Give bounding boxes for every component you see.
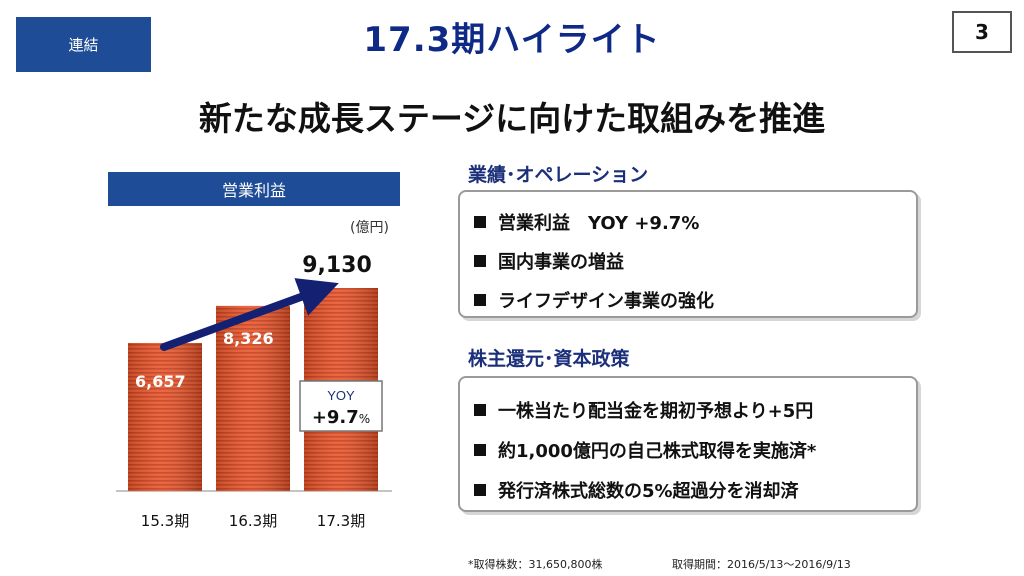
shareholder-box: 一株当たり配当金を期初予想より+5円 約1,000億円の自己株式取得を実施済* … — [458, 376, 918, 512]
list-item: 営業利益 YOY +9.7% — [474, 202, 916, 241]
headline: 新たな成長ステージに向けた取組みを推進 — [198, 99, 826, 138]
list-item: 約1,000億円の自己株式取得を実施済* — [474, 430, 916, 470]
x-tick-label: 16.3期 — [229, 512, 277, 530]
bullet-icon — [474, 404, 486, 416]
bullet-icon — [474, 444, 486, 456]
yoy-value: +9.7 — [312, 407, 359, 428]
growth-arrow — [160, 278, 339, 351]
svg-text:+9.7%: +9.7% — [312, 407, 370, 428]
page-title: 17.3期ハイライト — [363, 20, 661, 60]
x-tick-label: 17.3期 — [317, 512, 365, 530]
yoy-pct: % — [359, 412, 370, 426]
list-item: ライフデザイン事業の強化 — [474, 280, 916, 319]
bullet-icon — [474, 484, 486, 496]
value-label: 6,657 — [135, 372, 186, 391]
value-label: 9,130 — [302, 253, 372, 278]
bar-16.3期 — [216, 305, 290, 491]
section-title-performance: 業績･オペレーション — [468, 164, 649, 186]
chart-header: 営業利益 — [108, 172, 400, 206]
yoy-label: YOY — [327, 388, 355, 403]
consolidated-badge: 連結 — [16, 17, 151, 72]
chart-unit: (億円) — [350, 220, 389, 236]
page-number: 3 — [952, 11, 1012, 53]
performance-box: 営業利益 YOY +9.7% 国内事業の増益 ライフデザイン事業の強化 — [458, 190, 918, 318]
operating-profit-chart: 6,657 8,326 9,130 15.3期 16.3期 17.3期 YOY +9.7… — [116, 253, 392, 530]
bar-15.3期 — [128, 342, 202, 491]
bullet-icon — [474, 293, 486, 306]
yoy-annotation: YOY +9.7% — [299, 380, 383, 432]
list-item: 国内事業の増益 — [474, 241, 916, 280]
section-title-shareholder: 株主還元･資本政策 — [468, 348, 630, 370]
bullet-icon — [474, 254, 486, 267]
list-item: 一株当たり配当金を期初予想より+5円 — [474, 390, 916, 430]
value-label: 8,326 — [223, 329, 274, 348]
footnote-shares: *取得株数：31,650,800株 — [468, 558, 603, 571]
x-tick-label: 15.3期 — [141, 512, 189, 530]
footnote-period: 取得期間：2016/5/13～2016/9/13 — [672, 558, 851, 571]
list-item: 発行済株式総数の5%超過分を消却済 — [474, 470, 916, 510]
bullet-icon — [474, 215, 486, 228]
